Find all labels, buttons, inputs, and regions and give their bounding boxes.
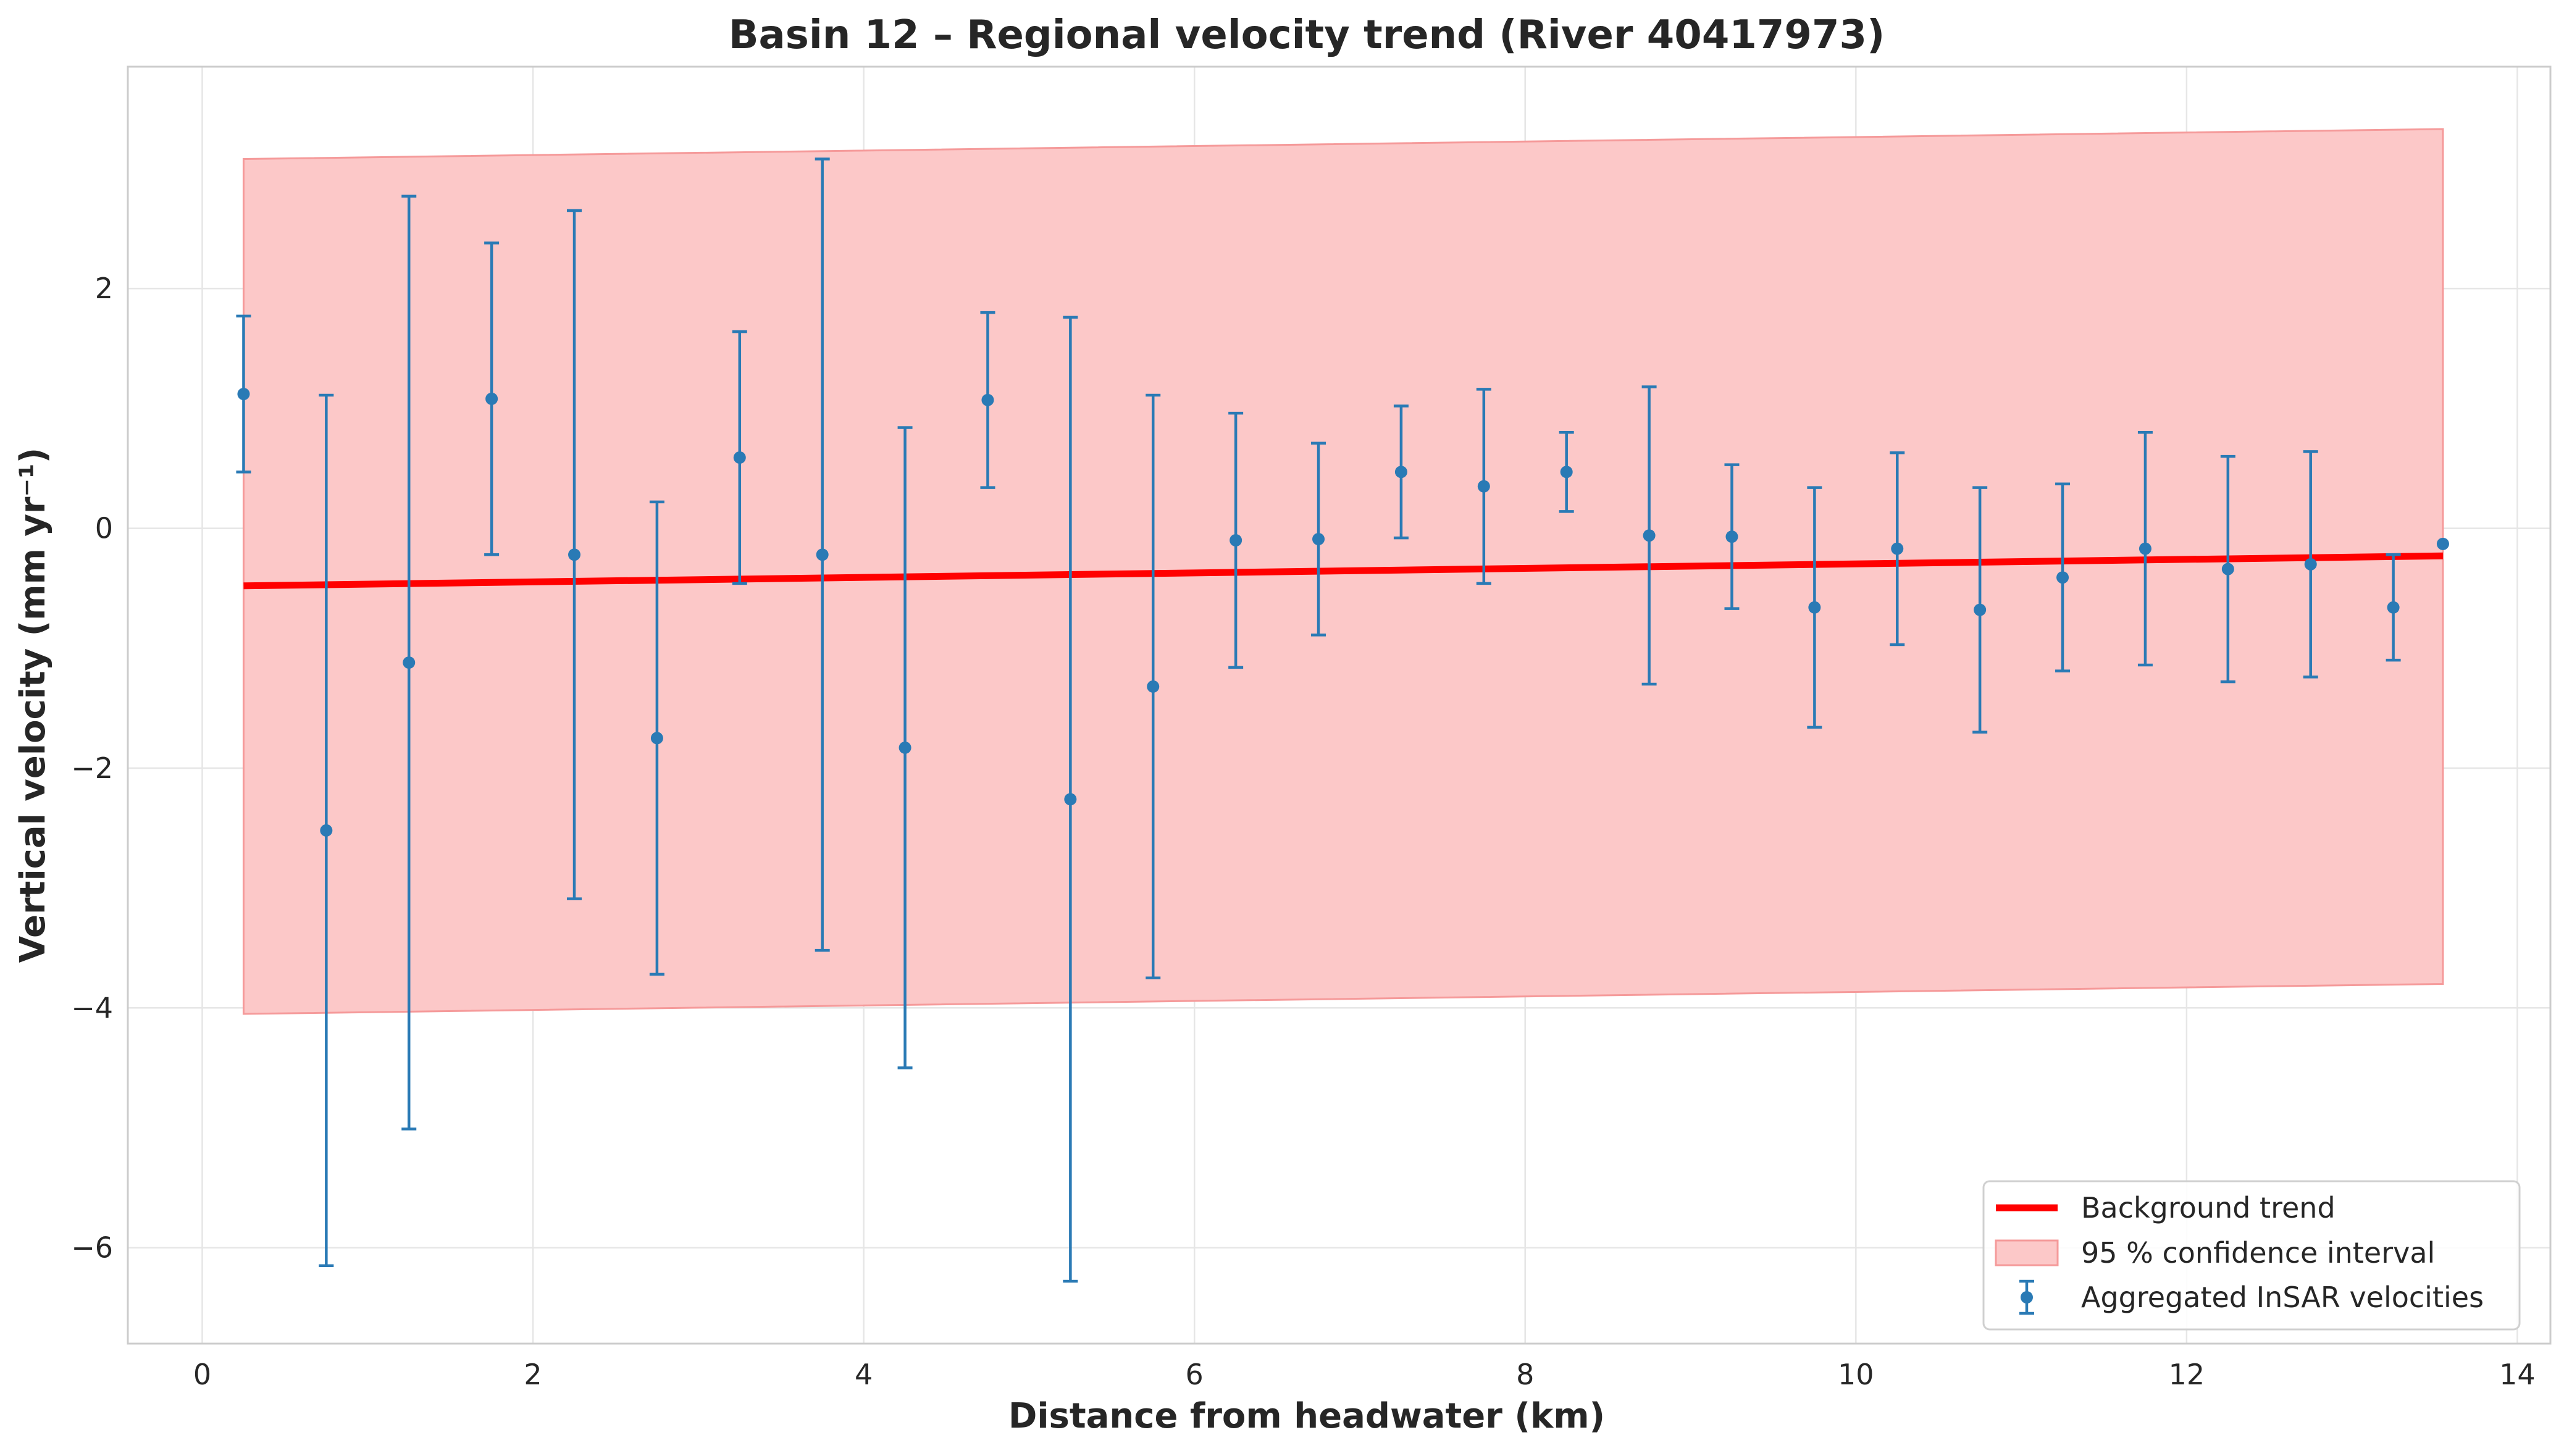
data-point bbox=[1147, 680, 1160, 693]
legend-points-marker bbox=[2021, 1291, 2033, 1303]
trend-line bbox=[243, 552, 2444, 590]
data-point bbox=[403, 656, 416, 669]
data-point bbox=[1891, 542, 1904, 555]
x-tick-label: 14 bbox=[2499, 1358, 2536, 1391]
x-tick-label: 2 bbox=[524, 1358, 542, 1391]
legend-band-label: 95 % confidence interval bbox=[2081, 1236, 2435, 1270]
y-tick-label: −6 bbox=[71, 1231, 113, 1265]
y-tick-label: −2 bbox=[71, 751, 113, 785]
data-point bbox=[899, 741, 911, 754]
data-point bbox=[2056, 571, 2069, 584]
data-point bbox=[1064, 793, 1077, 806]
x-tick-label: 4 bbox=[855, 1358, 873, 1391]
data-point bbox=[1312, 533, 1325, 546]
legend: Background trend 95 % confidence interval… bbox=[1982, 1180, 2521, 1331]
x-tick-label: 8 bbox=[1516, 1358, 1534, 1391]
x-tick-label: 0 bbox=[193, 1358, 211, 1391]
data-point bbox=[981, 393, 994, 406]
data-point bbox=[1808, 601, 1821, 614]
data-point bbox=[816, 548, 829, 561]
data-point bbox=[237, 388, 250, 401]
x-tick-label: 10 bbox=[1838, 1358, 1874, 1391]
data-point bbox=[485, 392, 498, 405]
data-point bbox=[2387, 601, 2400, 614]
x-tick-label: 6 bbox=[1186, 1358, 1204, 1391]
data-point bbox=[2436, 537, 2449, 550]
y-tick-label: 0 bbox=[95, 512, 113, 545]
y-tick-label: −4 bbox=[71, 991, 113, 1024]
legend-points-label: Aggregated InSAR velocities bbox=[2081, 1281, 2484, 1314]
legend-box bbox=[1982, 1180, 2521, 1331]
data-point bbox=[1230, 534, 1242, 547]
data-point bbox=[2221, 563, 2234, 575]
x-axis-label: Distance from headwater (km) bbox=[1008, 1396, 1605, 1436]
data-point bbox=[1974, 603, 1987, 616]
chart-title: Basin 12 – Regional velocity trend (Rive… bbox=[729, 12, 1885, 58]
data-point bbox=[1394, 466, 1407, 479]
data-point bbox=[320, 824, 333, 837]
data-point bbox=[2304, 558, 2317, 571]
data-point bbox=[650, 732, 663, 745]
y-tick-label: 2 bbox=[95, 272, 113, 305]
plot-area: 0 2 4 6 8 10 12 14 −6 −4 −2 0 2 bbox=[71, 65, 2552, 1391]
data-point bbox=[733, 451, 746, 464]
y-axis-label: Vertical velocity (mm yr⁻¹) bbox=[13, 448, 53, 963]
data-point bbox=[568, 548, 581, 561]
legend-band-swatch bbox=[1995, 1239, 2059, 1266]
data-point bbox=[1643, 529, 1656, 542]
data-point bbox=[1725, 530, 1738, 543]
data-point bbox=[2139, 542, 2151, 555]
data-point bbox=[1560, 466, 1573, 479]
plot-frame bbox=[127, 65, 2552, 1345]
x-tick-label: 12 bbox=[2169, 1358, 2205, 1391]
data-point bbox=[1477, 480, 1490, 493]
legend-trend-label: Background trend bbox=[2081, 1191, 2336, 1224]
